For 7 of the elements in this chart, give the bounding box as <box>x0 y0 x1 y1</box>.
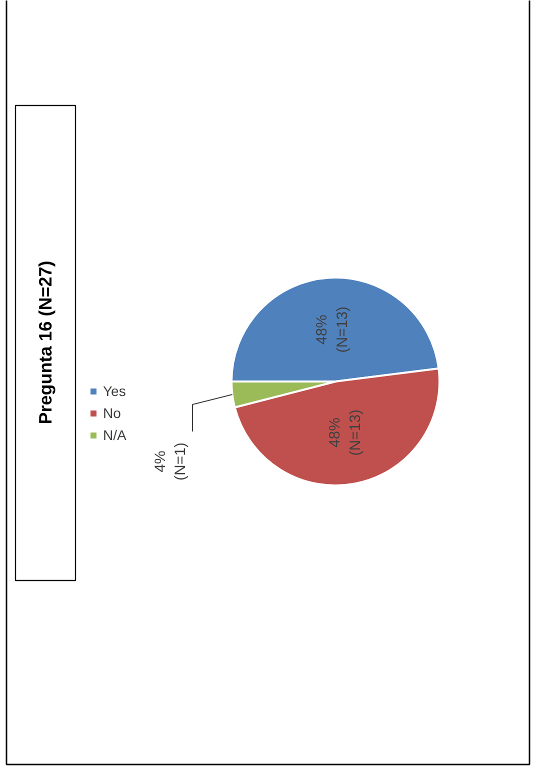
data-label: 48% (N=13) <box>314 306 351 353</box>
legend-label: Yes <box>103 383 126 399</box>
legend-label: No <box>103 405 122 421</box>
text: Pregunta 16 (N=27) <box>36 260 56 424</box>
data-label: 48% (N=13) <box>326 409 364 456</box>
data-label: 4% (N=1) <box>152 442 190 480</box>
legend-label: N/A <box>103 427 126 443</box>
